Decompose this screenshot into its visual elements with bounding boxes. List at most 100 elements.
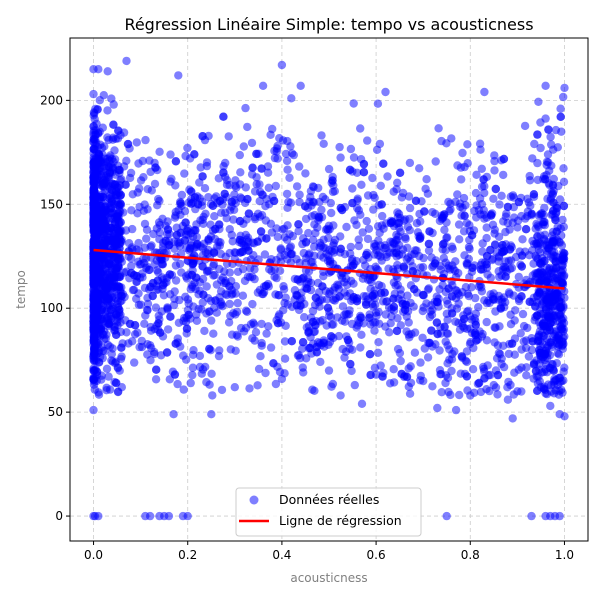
- scatter-point: [454, 299, 463, 308]
- scatter-point: [148, 278, 158, 288]
- scatter-point: [550, 273, 560, 283]
- scatter-point: [286, 249, 296, 259]
- scatter-point: [471, 188, 481, 198]
- scatter-point: [195, 351, 205, 361]
- scatter-point: [464, 291, 473, 301]
- scatter-point: [539, 321, 548, 331]
- scatter-point: [230, 383, 239, 392]
- scatter-point: [198, 215, 207, 224]
- scatter-point: [450, 266, 460, 276]
- scatter-point: [208, 201, 218, 210]
- scatter-point: [359, 292, 368, 301]
- scatter-point: [182, 355, 191, 364]
- scatter-point: [463, 140, 472, 149]
- scatter-point: [199, 290, 208, 299]
- scatter-point: [114, 303, 123, 312]
- scatter-point: [121, 180, 130, 189]
- scatter-point: [188, 370, 197, 380]
- scatter-point: [467, 283, 476, 292]
- scatter-point: [325, 245, 334, 255]
- scatter-point: [539, 210, 548, 220]
- scatter-point: [402, 255, 411, 264]
- scatter-point: [143, 305, 152, 315]
- scatter-point: [545, 265, 554, 274]
- scatter-point: [207, 369, 216, 378]
- scatter-point: [389, 365, 398, 374]
- scatter-point: [448, 349, 457, 359]
- scatter-point: [495, 322, 504, 331]
- scatter-point: [92, 367, 102, 376]
- scatter-point: [253, 237, 262, 246]
- scatter-point: [376, 181, 385, 190]
- scatter-point: [309, 182, 318, 192]
- scatter-point: [377, 200, 386, 209]
- scatter-point: [497, 191, 506, 200]
- scatter-point: [428, 208, 437, 217]
- scatter-point: [447, 292, 457, 301]
- scatter-point: [440, 210, 449, 219]
- scatter-point: [272, 273, 281, 283]
- x-tick-label: 0.2: [178, 548, 197, 562]
- scatter-point: [444, 197, 453, 207]
- scatter-point: [308, 385, 317, 394]
- scatter-point: [252, 180, 261, 189]
- scatter-point: [138, 156, 147, 166]
- scatter-point: [392, 185, 401, 194]
- scatter-point: [194, 304, 203, 314]
- scatter-point: [209, 248, 219, 257]
- scatter-point: [142, 225, 152, 234]
- scatter-point: [130, 358, 139, 367]
- scatter-point: [106, 223, 116, 233]
- scatter-point: [279, 285, 289, 294]
- scatter-point: [375, 228, 384, 237]
- scatter-point: [155, 220, 165, 230]
- scatter-series: [89, 56, 569, 521]
- scatter-point: [198, 172, 207, 181]
- scatter-point: [548, 302, 558, 311]
- scatter-point: [161, 236, 170, 246]
- scatter-point: [258, 81, 268, 91]
- scatter-point: [431, 157, 440, 166]
- scatter-point: [348, 261, 358, 270]
- scatter-point: [507, 339, 517, 348]
- scatter-point: [480, 374, 489, 383]
- scatter-point: [477, 287, 487, 296]
- scatter-point: [212, 308, 221, 317]
- scatter-point: [533, 232, 542, 241]
- scatter-point: [540, 217, 549, 227]
- scatter-point: [293, 275, 302, 284]
- scatter-point: [483, 270, 492, 279]
- scatter-point: [490, 338, 499, 347]
- scatter-point: [120, 292, 129, 302]
- scatter-point: [540, 349, 549, 359]
- scatter-point: [98, 192, 108, 202]
- scatter-point: [272, 147, 281, 156]
- x-tick-label: 0.4: [272, 548, 291, 562]
- scatter-point: [311, 293, 320, 302]
- scatter-point: [493, 370, 503, 380]
- scatter-point: [105, 312, 115, 321]
- scatter-point: [556, 104, 565, 113]
- scatter-point: [479, 175, 488, 184]
- scatter-point: [527, 209, 536, 218]
- scatter-point: [235, 235, 245, 245]
- scatter-point: [104, 320, 114, 329]
- scatter-point: [188, 363, 198, 372]
- scatter-point: [114, 387, 123, 396]
- scatter-point: [205, 307, 214, 316]
- scatter-point: [252, 149, 261, 159]
- scatter-point: [494, 232, 504, 241]
- scatter-point: [104, 372, 113, 381]
- scatter-point: [224, 132, 233, 141]
- scatter-point: [336, 232, 345, 241]
- scatter-point: [498, 248, 507, 257]
- scatter-point: [222, 176, 232, 185]
- scatter-point: [560, 412, 569, 421]
- scatter-point: [198, 262, 207, 271]
- scatter-point: [459, 193, 469, 203]
- scatter-point: [405, 203, 415, 213]
- scatter-point: [187, 187, 196, 196]
- scatter-point: [208, 391, 217, 400]
- scatter-point: [289, 150, 298, 160]
- scatter-point: [463, 386, 472, 395]
